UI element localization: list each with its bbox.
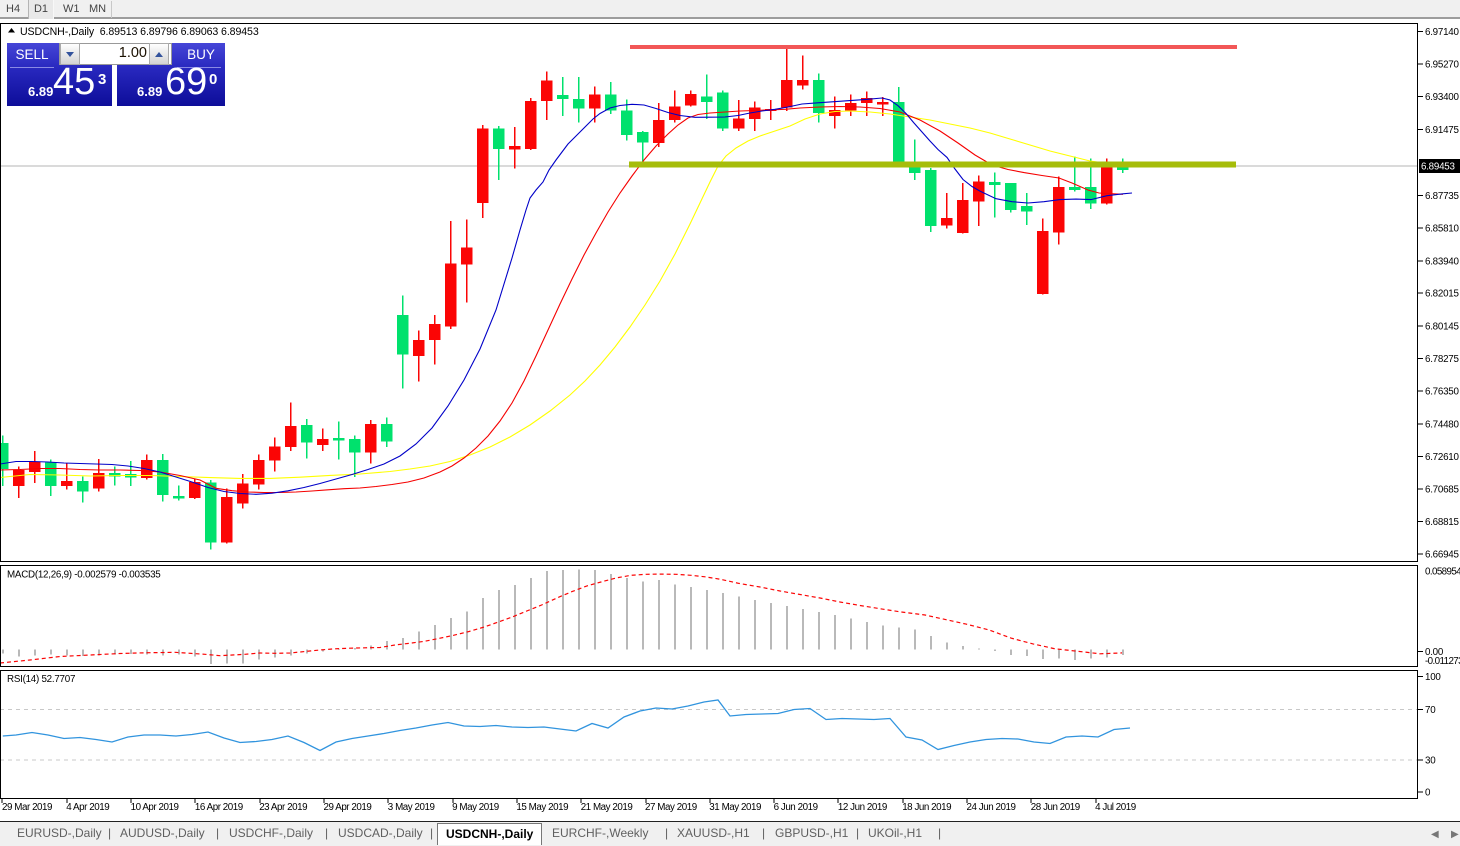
svg-text:29 Mar 2019: 29 Mar 2019 — [2, 802, 52, 813]
svg-text:18 Jun 2019: 18 Jun 2019 — [902, 802, 951, 813]
svg-text:16 Apr 2019: 16 Apr 2019 — [195, 802, 243, 813]
svg-text:6.82015: 6.82015 — [1425, 289, 1459, 300]
svg-text:6.78275: 6.78275 — [1425, 354, 1459, 365]
svg-text:4 Jul 2019: 4 Jul 2019 — [1095, 802, 1136, 813]
svg-text:6.68815: 6.68815 — [1425, 517, 1459, 528]
svg-text:6.66945: 6.66945 — [1425, 550, 1459, 561]
svg-text:31 May 2019: 31 May 2019 — [709, 802, 761, 813]
svg-text:23 Apr 2019: 23 Apr 2019 — [259, 802, 307, 813]
svg-text:6.87735: 6.87735 — [1425, 191, 1459, 202]
svg-text:24 Jun 2019: 24 Jun 2019 — [967, 802, 1016, 813]
svg-text:12 Jun 2019: 12 Jun 2019 — [838, 802, 887, 813]
svg-text:RSI(14) 52.7707: RSI(14) 52.7707 — [7, 674, 75, 685]
svg-text:10 Apr 2019: 10 Apr 2019 — [131, 802, 179, 813]
svg-text:0.00: 0.00 — [1425, 647, 1444, 658]
svg-text:3 May 2019: 3 May 2019 — [388, 802, 435, 813]
svg-text:4 Apr 2019: 4 Apr 2019 — [66, 802, 109, 813]
svg-text:USDCNH-,Daily 6.89513 6.89796: USDCNH-,Daily 6.89513 6.89796 6.89063 6.… — [20, 26, 259, 38]
svg-text:6.95270: 6.95270 — [1425, 59, 1459, 70]
svg-text:15 May 2019: 15 May 2019 — [516, 802, 568, 813]
svg-text:6.89453: 6.89453 — [1421, 162, 1455, 173]
svg-text:0: 0 — [1425, 788, 1431, 799]
svg-text:6.74480: 6.74480 — [1425, 420, 1459, 431]
svg-text:-0.011273: -0.011273 — [1425, 656, 1460, 667]
svg-text:21 May 2019: 21 May 2019 — [581, 802, 633, 813]
svg-text:6.72610: 6.72610 — [1425, 452, 1459, 463]
svg-text:6.93400: 6.93400 — [1425, 92, 1459, 103]
svg-text:6.76350: 6.76350 — [1425, 387, 1459, 398]
svg-text:29 Apr 2019: 29 Apr 2019 — [324, 802, 372, 813]
svg-text:6.91475: 6.91475 — [1425, 125, 1459, 136]
svg-text:100: 100 — [1425, 672, 1441, 683]
svg-text:28 Jun 2019: 28 Jun 2019 — [1031, 802, 1080, 813]
svg-text:27 May 2019: 27 May 2019 — [645, 802, 697, 813]
svg-text:0.058954: 0.058954 — [1425, 567, 1460, 578]
svg-text:MACD(12,26,9) -0.002579 -0.003: MACD(12,26,9) -0.002579 -0.003535 — [7, 570, 161, 581]
svg-text:30: 30 — [1425, 756, 1436, 767]
svg-text:6.70685: 6.70685 — [1425, 485, 1459, 496]
svg-text:6.97140: 6.97140 — [1425, 27, 1459, 38]
svg-text:6.80145: 6.80145 — [1425, 322, 1459, 333]
svg-text:6 Jun 2019: 6 Jun 2019 — [774, 802, 818, 813]
svg-text:6.85810: 6.85810 — [1425, 224, 1459, 235]
svg-text:6.83940: 6.83940 — [1425, 257, 1459, 268]
svg-text:70: 70 — [1425, 705, 1436, 716]
svg-text:9 May 2019: 9 May 2019 — [452, 802, 499, 813]
